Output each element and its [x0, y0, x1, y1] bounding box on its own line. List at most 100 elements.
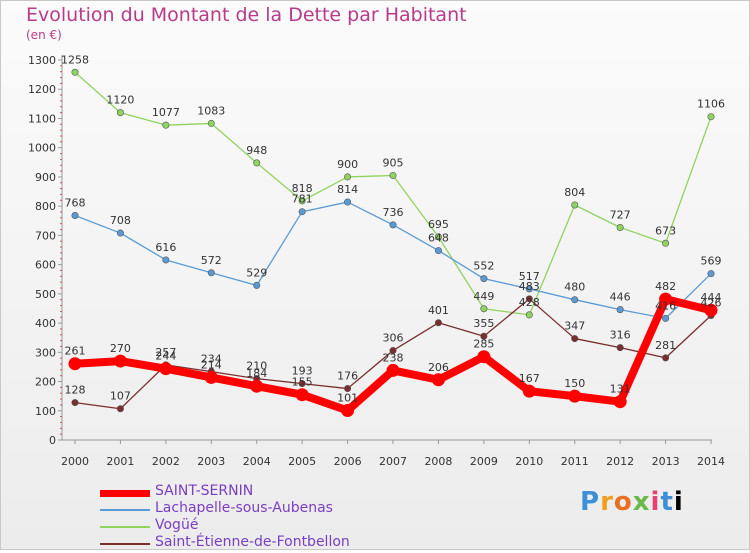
proxiti-logo: Proxiti [580, 487, 684, 517]
chart-subtitle: (en €) [26, 28, 62, 42]
legend-item-saint-etienne: Saint-Étienne-de-Fontbellon [100, 534, 430, 553]
data-label: 736 [383, 206, 404, 219]
data-label: 569 [701, 255, 722, 268]
data-label: 818 [292, 182, 313, 195]
data-label: 529 [246, 266, 267, 279]
data-label: 234 [201, 353, 222, 366]
legend-item-saint-sernin: SAINT-SERNIN [100, 483, 430, 502]
data-label: 101 [337, 391, 358, 404]
x-tick-label: 2013 [652, 455, 680, 468]
data-label: 483 [519, 280, 540, 293]
logo-letter: i [673, 487, 684, 517]
data-label: 107 [110, 390, 131, 403]
x-tick-label: 2012 [606, 455, 634, 468]
data-label: 1083 [197, 104, 225, 117]
x-tick-label: 2010 [515, 455, 543, 468]
data-label: 238 [383, 351, 404, 364]
y-tick-label: 500 [35, 288, 56, 301]
data-point [250, 379, 264, 393]
data-point [707, 113, 715, 121]
x-tick-label: 2005 [288, 455, 316, 468]
data-label: 355 [473, 317, 494, 330]
data-label: 517 [519, 270, 540, 283]
x-tick-label: 2004 [243, 455, 271, 468]
data-label: 616 [155, 241, 176, 254]
data-label: 244 [155, 350, 176, 363]
legend-item-lachapelle: Lachapelle-sous-Aubenas [100, 500, 430, 519]
y-tick-label: 600 [35, 259, 56, 272]
data-point [344, 385, 352, 393]
data-point [162, 121, 170, 129]
data-label: 572 [201, 254, 222, 267]
data-label: 128 [65, 384, 86, 397]
x-tick-label: 2000 [61, 455, 89, 468]
x-tick-label: 2011 [561, 455, 589, 468]
data-label: 552 [473, 260, 494, 273]
x-tick-label: 2009 [470, 455, 498, 468]
data-label: 416 [655, 299, 676, 312]
data-point [389, 221, 397, 229]
data-label: 347 [564, 320, 585, 333]
y-tick-label: 1000 [28, 142, 56, 155]
y-tick-label: 100 [35, 405, 56, 418]
data-point [389, 171, 397, 179]
data-point [480, 275, 488, 283]
data-label: 1106 [697, 98, 725, 111]
data-point [389, 347, 397, 355]
data-point [253, 159, 261, 167]
data-point [295, 388, 309, 402]
data-label: 131 [610, 383, 631, 396]
y-tick-label: 0 [49, 434, 56, 447]
data-label: 155 [292, 376, 313, 389]
data-point [662, 239, 670, 247]
data-point [616, 223, 624, 231]
data-label: 214 [201, 358, 222, 371]
data-label: 401 [428, 304, 449, 317]
legend-swatch [100, 543, 150, 545]
data-label: 708 [110, 214, 131, 227]
data-label: 428 [519, 296, 540, 309]
data-point [113, 354, 127, 368]
data-point [207, 119, 215, 127]
data-label: 648 [428, 232, 449, 245]
data-point [571, 335, 579, 343]
data-label: 768 [65, 197, 86, 210]
data-label: 257 [155, 346, 176, 359]
y-tick-label: 900 [35, 171, 56, 184]
data-point [431, 373, 445, 387]
data-point [298, 208, 306, 216]
data-label: 814 [337, 183, 358, 196]
data-label: 727 [610, 208, 631, 221]
data-label: 948 [246, 144, 267, 157]
data-point [616, 306, 624, 314]
data-point [116, 109, 124, 117]
y-tick-label: 1100 [28, 112, 56, 125]
data-point [662, 314, 670, 322]
data-label: 285 [473, 338, 494, 351]
data-point [116, 405, 124, 413]
series-layer [68, 68, 718, 417]
data-label: 449 [473, 290, 494, 303]
data-point [525, 285, 533, 293]
logo-letter: r [600, 487, 614, 517]
data-label: 176 [337, 370, 358, 383]
legend-label: Vogüé [155, 517, 199, 533]
data-label: 446 [610, 291, 631, 304]
data-label: 193 [292, 365, 313, 378]
x-tick-label: 2007 [379, 455, 407, 468]
data-label: 150 [564, 377, 585, 390]
y-tick-label: 300 [35, 346, 56, 359]
data-label: 444 [701, 291, 722, 304]
data-point [568, 389, 582, 403]
data-label: 270 [110, 342, 131, 355]
data-point [344, 198, 352, 206]
legend: SAINT-SERNIN Lachapelle-sous-Aubenas Vog… [100, 483, 430, 553]
data-point [613, 395, 627, 409]
data-point [616, 344, 624, 352]
legend-swatch [100, 526, 150, 528]
data-label: 1120 [106, 94, 134, 107]
y-tick-label: 400 [35, 317, 56, 330]
x-tick-label: 2002 [152, 455, 180, 468]
data-point [204, 370, 218, 384]
